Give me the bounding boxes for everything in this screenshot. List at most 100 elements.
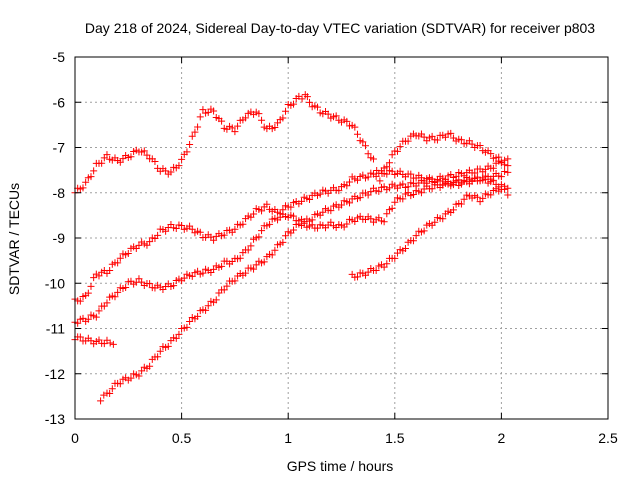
data-point: [501, 185, 509, 193]
data-point: [183, 323, 191, 331]
data-point: [504, 191, 512, 199]
data-point: [314, 103, 322, 111]
data-point: [327, 218, 335, 226]
data-point: [504, 162, 512, 170]
data-point: [247, 242, 255, 250]
data-point: [345, 199, 353, 207]
data-point: [196, 113, 204, 121]
data-point: [319, 208, 327, 216]
data-point: [298, 222, 306, 230]
data-point: [116, 254, 124, 262]
data-point: [303, 93, 311, 101]
x-tick-label: 2.5: [598, 430, 618, 446]
data-point: [287, 203, 295, 211]
data-point: [116, 158, 124, 166]
data-point: [383, 260, 391, 268]
data-point: [409, 237, 417, 245]
data-series: [71, 91, 512, 405]
data-point: [218, 117, 226, 125]
data-point: [504, 184, 512, 192]
x-axis-label: GPS time / hours: [287, 458, 394, 474]
series-6: [348, 185, 512, 281]
data-point: [290, 226, 298, 234]
data-point: [236, 254, 244, 262]
data-point: [87, 282, 95, 290]
data-point: [343, 220, 351, 228]
y-tick-label: -11: [46, 321, 65, 337]
data-point: [460, 195, 468, 203]
data-point: [170, 282, 178, 290]
data-point: [409, 190, 417, 198]
data-point: [210, 236, 218, 244]
data-point: [260, 258, 268, 266]
data-point: [258, 116, 266, 124]
data-point: [385, 159, 393, 167]
data-point: [290, 212, 298, 220]
data-point: [204, 302, 212, 310]
data-point: [103, 299, 111, 307]
data-point: [351, 123, 359, 131]
data-point: [504, 155, 512, 163]
data-point: [279, 114, 287, 122]
data-point: [154, 231, 162, 239]
data-point: [194, 123, 202, 131]
data-point: [164, 342, 172, 350]
data-point: [423, 179, 431, 187]
data-point: [479, 194, 487, 202]
data-point: [439, 215, 447, 223]
data-point: [306, 98, 314, 106]
data-point: [457, 180, 465, 188]
data-point: [135, 372, 143, 380]
data-point: [218, 262, 226, 270]
data-point: [178, 155, 186, 163]
data-point: [202, 306, 210, 314]
data-point: [343, 182, 351, 190]
data-point: [433, 136, 441, 144]
data-point: [127, 153, 135, 161]
data-point: [234, 122, 242, 130]
data-point: [388, 151, 396, 159]
chart-title: Day 218 of 2024, Sidereal Day-to-day VTE…: [85, 20, 595, 36]
data-point: [375, 187, 383, 195]
data-point: [361, 142, 369, 150]
data-point: [109, 340, 117, 348]
data-point: [146, 238, 154, 246]
y-tick-label: -8: [53, 185, 66, 201]
data-point: [393, 147, 401, 155]
data-point: [364, 173, 372, 181]
data-point: [156, 347, 164, 355]
data-point: [298, 95, 306, 103]
data-point: [106, 389, 114, 397]
data-point: [268, 251, 276, 259]
y-tick-label: -10: [45, 275, 65, 291]
data-point: [242, 114, 250, 122]
data-point: [457, 200, 465, 208]
data-point: [228, 124, 236, 132]
data-point: [103, 151, 111, 159]
data-point: [92, 313, 100, 321]
data-point: [353, 176, 361, 184]
data-point: [258, 227, 266, 235]
data-point: [401, 244, 409, 252]
series-5: [97, 155, 512, 405]
data-point: [263, 200, 271, 208]
data-point: [143, 151, 151, 159]
data-point: [188, 132, 196, 140]
data-point: [143, 241, 151, 249]
data-point: [212, 296, 220, 304]
data-point: [441, 176, 449, 184]
y-tick-label: -7: [53, 140, 66, 156]
x-tick-label: 1: [284, 430, 292, 446]
data-point: [95, 307, 103, 315]
data-point: [345, 178, 353, 186]
data-point: [353, 130, 361, 138]
data-point: [369, 155, 377, 163]
data-point: [376, 177, 384, 185]
data-point: [106, 267, 114, 275]
data-point: [471, 169, 479, 177]
series-2: [71, 167, 512, 305]
data-point: [106, 339, 114, 347]
data-point: [316, 190, 324, 198]
y-tick-label: -13: [45, 411, 65, 427]
data-point: [114, 259, 122, 267]
